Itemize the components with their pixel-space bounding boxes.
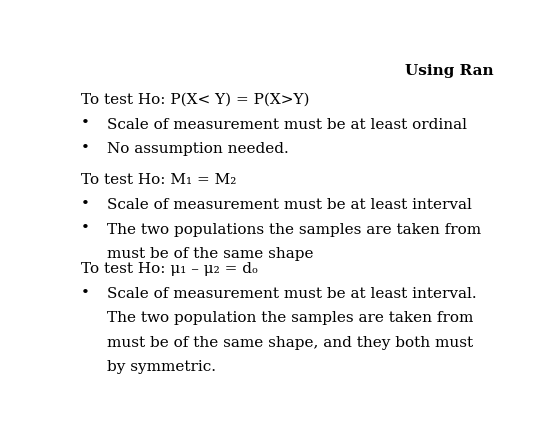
Text: •: •: [81, 197, 90, 211]
Text: •: •: [81, 221, 90, 235]
Text: To test Ho: μ₁ – μ₂ = dₒ: To test Ho: μ₁ – μ₂ = dₒ: [81, 262, 259, 276]
Text: The two population the samples are taken from: The two population the samples are taken…: [107, 311, 473, 326]
Text: The two populations the samples are taken from: The two populations the samples are take…: [107, 222, 481, 237]
Text: No assumption needed.: No assumption needed.: [107, 142, 289, 156]
Text: To test Ho: P(X< Y) = P(X>Y): To test Ho: P(X< Y) = P(X>Y): [81, 92, 310, 107]
Text: •: •: [81, 286, 90, 300]
Text: by symmetric.: by symmetric.: [107, 360, 216, 374]
Text: must be of the same shape, and they both must: must be of the same shape, and they both…: [107, 336, 473, 350]
Text: •: •: [81, 116, 90, 130]
Text: •: •: [81, 141, 90, 155]
Text: Scale of measurement must be at least interval: Scale of measurement must be at least in…: [107, 198, 472, 212]
Text: must be of the same shape: must be of the same shape: [107, 247, 313, 261]
Text: To test Ho: M₁ = M₂: To test Ho: M₁ = M₂: [81, 173, 237, 187]
Text: Using Ran : Using Ran : [405, 64, 503, 78]
Text: Scale of measurement must be at least interval.: Scale of measurement must be at least in…: [107, 287, 477, 301]
Text: Scale of measurement must be at least ordinal: Scale of measurement must be at least or…: [107, 118, 467, 132]
